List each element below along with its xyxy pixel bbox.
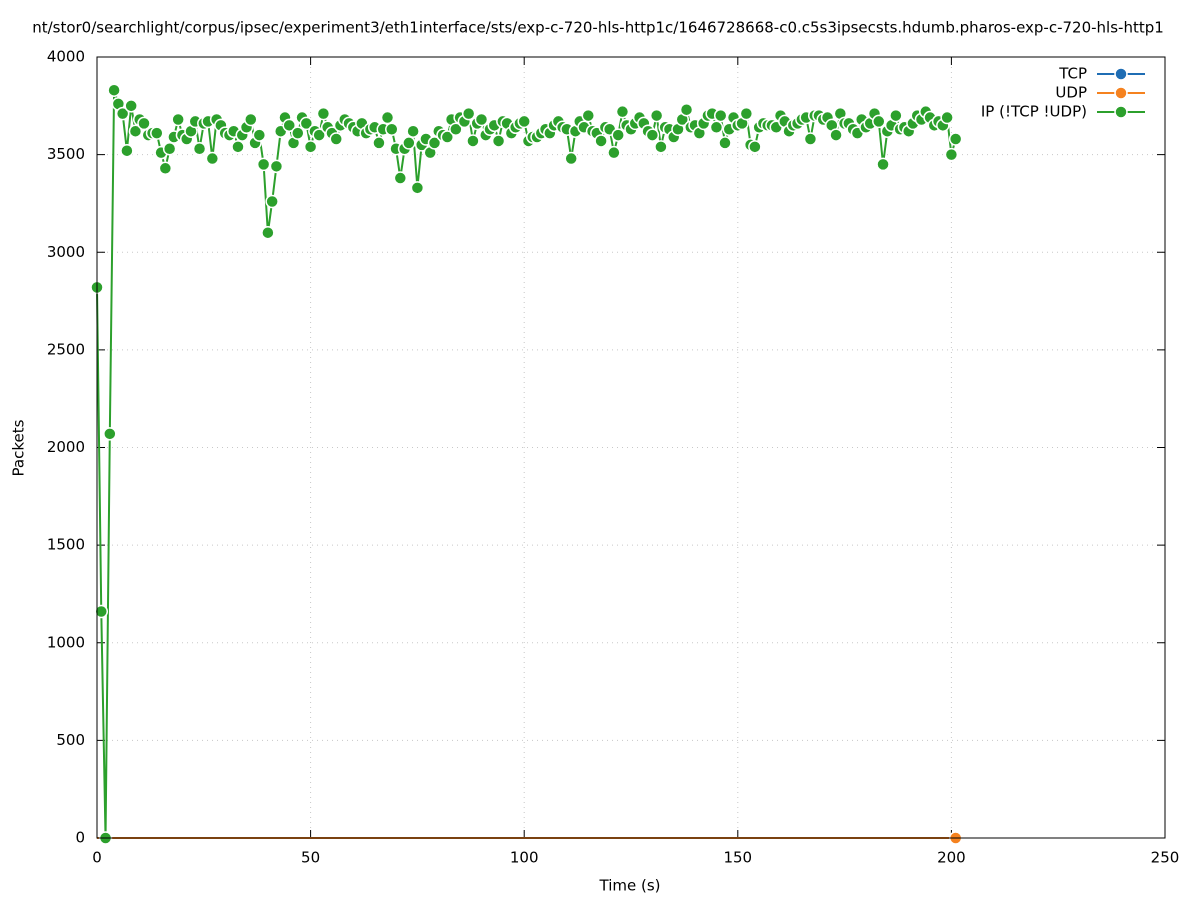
- x-tick-label: 50: [301, 849, 320, 867]
- y-tick-label: 500: [56, 731, 85, 749]
- legend-label: UDP: [1055, 84, 1087, 102]
- series-line: [96, 89, 957, 839]
- data-point: [158, 161, 173, 176]
- plot-area: [90, 83, 963, 845]
- x-tick-label: 200: [937, 849, 966, 867]
- data-point: [128, 124, 143, 138]
- data-point: [748, 140, 762, 154]
- data-point: [380, 110, 395, 125]
- data-point: [231, 140, 245, 154]
- data-point: [581, 108, 596, 123]
- data-point: [474, 112, 489, 127]
- data-point: [654, 140, 668, 154]
- data-point: [316, 106, 331, 121]
- data-point: [876, 157, 890, 172]
- data-point: [291, 126, 305, 140]
- y-tick-label: 1000: [47, 633, 85, 651]
- data-point: [940, 110, 954, 125]
- y-tick-label: 2000: [47, 438, 85, 456]
- data-point: [611, 128, 625, 142]
- data-point: [265, 194, 279, 209]
- data-point: [649, 108, 664, 123]
- data-point: [205, 151, 220, 166]
- grid: [96, 56, 1166, 839]
- x-tick-label: 100: [510, 849, 539, 867]
- data-point: [150, 126, 164, 140]
- data-point: [449, 122, 463, 136]
- data-point: [803, 132, 818, 146]
- data-point: [402, 136, 416, 150]
- data-point: [466, 134, 480, 148]
- data-point: [261, 225, 275, 240]
- chart-title: nt/stor0/searchlight/corpus/ipsec/experi…: [32, 19, 1164, 37]
- data-point: [564, 151, 578, 166]
- x-tick-label: 0: [92, 849, 102, 867]
- data-point: [517, 114, 531, 129]
- plot-border: [96, 56, 1166, 839]
- data-point: [461, 106, 476, 121]
- data-point: [872, 114, 886, 129]
- data-point: [103, 427, 117, 441]
- data-point: [889, 108, 903, 123]
- y-tick-label: 0: [75, 829, 85, 847]
- data-point: [252, 128, 267, 142]
- y-tick-label: 4000: [47, 48, 85, 66]
- data-point: [124, 99, 138, 113]
- data-point: [440, 130, 455, 144]
- data-point: [615, 104, 630, 119]
- y-axis-label: Packets: [10, 419, 28, 476]
- x-tick-label: 150: [723, 849, 752, 867]
- y-tick-label: 3500: [47, 145, 85, 163]
- x-tick-label: 250: [1151, 849, 1180, 867]
- data-point: [645, 128, 660, 142]
- legend-label: TCP: [1058, 65, 1087, 83]
- legend-label: IP (!TCP !UDP): [981, 103, 1087, 121]
- data-point: [739, 106, 754, 121]
- y-tick-label: 2500: [47, 340, 85, 358]
- legend-marker: [1114, 105, 1128, 119]
- data-point: [491, 134, 506, 148]
- data-point: [718, 136, 732, 150]
- data-point: [385, 122, 399, 136]
- data-point: [709, 120, 724, 135]
- data-point: [406, 124, 420, 138]
- data-point: [948, 132, 963, 146]
- legend-marker: [1114, 86, 1128, 100]
- data-point: [427, 136, 442, 150]
- data-point: [115, 106, 130, 121]
- data-point: [269, 159, 284, 174]
- data-point: [944, 147, 959, 162]
- data-point: [393, 171, 408, 185]
- data-point: [171, 112, 185, 127]
- data-point: [372, 136, 386, 150]
- data-point: [607, 145, 621, 160]
- data-point: [594, 134, 608, 148]
- data-point: [312, 128, 326, 142]
- data-point: [94, 604, 109, 619]
- data-point: [713, 108, 728, 123]
- data-point: [120, 143, 134, 158]
- x-axis-label: Time (s): [599, 877, 661, 895]
- data-point: [192, 142, 207, 156]
- data-point: [329, 132, 343, 146]
- data-point: [107, 83, 121, 97]
- data-point: [829, 128, 843, 142]
- data-point: [679, 102, 694, 117]
- y-tick-label: 1500: [47, 536, 85, 554]
- data-point: [256, 157, 271, 172]
- data-point: [244, 112, 258, 127]
- data-point: [137, 116, 151, 131]
- data-point: [162, 142, 177, 156]
- legend-marker: [1114, 67, 1128, 81]
- data-point: [410, 181, 425, 195]
- data-point: [299, 116, 314, 131]
- data-point: [303, 140, 318, 154]
- y-tick-label: 3000: [47, 243, 85, 261]
- data-point: [282, 118, 296, 133]
